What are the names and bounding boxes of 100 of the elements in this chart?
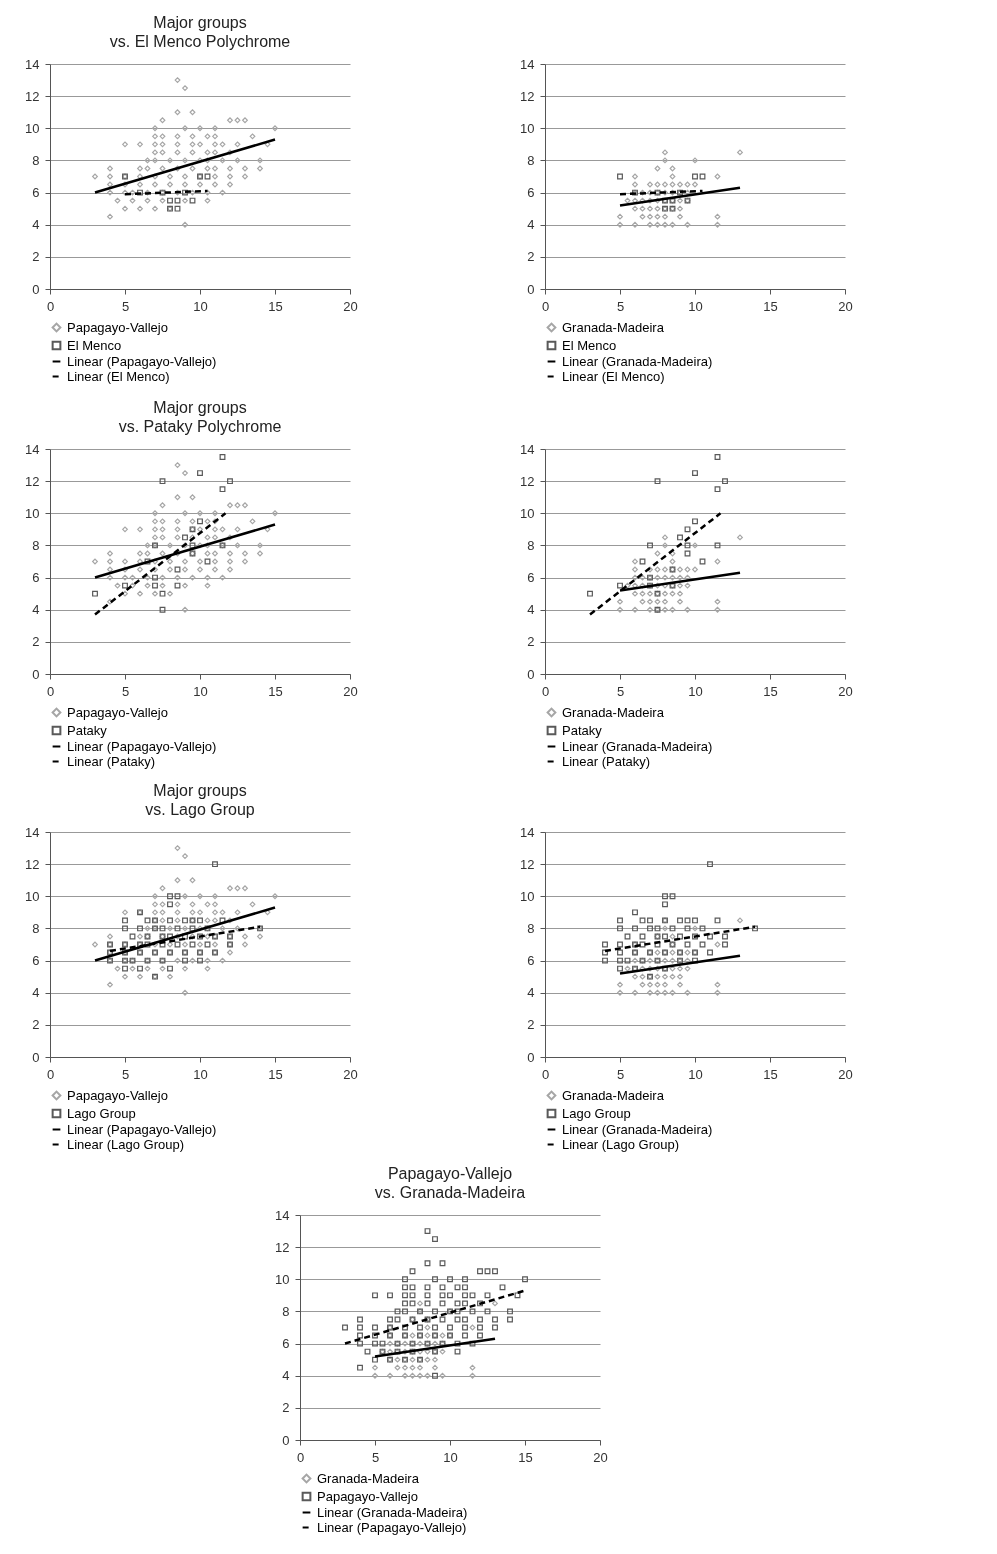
legend-label: Granada-Madeira xyxy=(317,1470,420,1486)
point xyxy=(684,542,691,549)
point xyxy=(174,893,181,900)
x-tick-label: 5 xyxy=(371,1449,380,1465)
x-tick-label: 20 xyxy=(343,683,358,699)
point xyxy=(707,861,713,868)
point xyxy=(197,957,203,964)
x-tick-label: 20 xyxy=(343,1066,358,1082)
legend-label: Granada-Madeira xyxy=(562,704,665,720)
y-tick-label: 0 xyxy=(32,281,40,297)
point xyxy=(602,941,608,948)
chart-title: Major groups vs. Pataky Polychrome xyxy=(118,399,282,435)
point xyxy=(714,542,721,549)
point xyxy=(402,1340,408,1347)
point xyxy=(669,989,676,996)
point xyxy=(699,173,706,180)
point xyxy=(167,917,173,924)
point xyxy=(632,566,638,573)
point xyxy=(714,989,721,996)
point xyxy=(654,941,661,948)
point xyxy=(684,582,691,589)
x-tick-label: 10 xyxy=(688,1066,703,1082)
point xyxy=(417,1340,423,1347)
point xyxy=(174,205,181,212)
point xyxy=(182,534,188,541)
point xyxy=(669,590,676,597)
legend-label: Papagayo-Vallejo xyxy=(67,319,168,335)
point xyxy=(212,861,218,868)
point xyxy=(632,957,638,964)
point xyxy=(624,933,631,940)
point xyxy=(189,197,196,204)
y-tick-label: 4 xyxy=(32,217,40,233)
point xyxy=(174,582,181,589)
point xyxy=(159,590,166,597)
y-tick-label: 6 xyxy=(282,1336,290,1352)
y-tick-label: 2 xyxy=(32,634,40,650)
point xyxy=(669,574,676,581)
point xyxy=(144,917,151,924)
point xyxy=(122,582,128,589)
point xyxy=(137,189,143,196)
y-tick-label: 14 xyxy=(520,824,535,840)
point xyxy=(647,542,653,549)
point xyxy=(394,1364,401,1371)
point xyxy=(189,542,196,549)
point xyxy=(684,949,691,956)
legend-label: Linear (Papagayo-Vallejo) xyxy=(67,1121,217,1137)
point xyxy=(752,925,758,932)
legend-label: Linear (Pataky) xyxy=(562,753,651,769)
x-tick-label: 10 xyxy=(688,683,703,699)
x-tick-label: 10 xyxy=(193,298,208,314)
point xyxy=(654,598,661,605)
point xyxy=(424,1372,431,1379)
point xyxy=(669,173,676,180)
point xyxy=(197,917,203,924)
point xyxy=(654,213,661,220)
point xyxy=(684,574,691,581)
point xyxy=(654,221,661,228)
y-tick-label: 0 xyxy=(32,666,40,682)
point xyxy=(182,933,188,940)
point xyxy=(699,941,706,948)
point xyxy=(714,981,721,988)
point xyxy=(669,933,676,940)
point xyxy=(684,526,691,533)
point xyxy=(684,957,691,964)
point xyxy=(159,925,166,932)
x-tick-label: 15 xyxy=(268,683,283,699)
point xyxy=(677,933,683,940)
point xyxy=(714,917,721,924)
point xyxy=(669,606,676,613)
point xyxy=(409,1356,416,1363)
point xyxy=(639,590,646,597)
x-tick-label: 0 xyxy=(46,1066,55,1082)
y-tick-label: 8 xyxy=(527,537,535,553)
point xyxy=(692,933,698,940)
point xyxy=(692,173,698,180)
y-tick-label: 8 xyxy=(282,1303,290,1319)
y-tick-label: 0 xyxy=(527,1049,535,1065)
point xyxy=(432,1340,438,1347)
point xyxy=(394,1356,401,1363)
y-tick-label: 10 xyxy=(520,505,535,521)
y-tick-label: 0 xyxy=(527,281,535,297)
legend-label: Pataky xyxy=(562,722,603,738)
point xyxy=(617,925,623,932)
y-tick-label: 6 xyxy=(527,185,535,201)
x-tick-label: 5 xyxy=(121,1066,130,1082)
point xyxy=(654,165,661,172)
x-tick-label: 0 xyxy=(46,298,55,314)
point xyxy=(409,1372,416,1379)
point xyxy=(632,574,638,581)
point xyxy=(662,566,668,573)
point xyxy=(654,181,661,188)
point xyxy=(684,941,691,948)
point xyxy=(647,181,653,188)
point xyxy=(424,1348,431,1355)
y-tick-label: 2 xyxy=(527,249,535,265)
legend-label: Papagayo-Vallejo xyxy=(67,704,168,720)
point xyxy=(197,518,203,525)
y-tick-label: 10 xyxy=(25,505,40,521)
y-tick-label: 4 xyxy=(32,985,40,1001)
point xyxy=(692,566,698,573)
